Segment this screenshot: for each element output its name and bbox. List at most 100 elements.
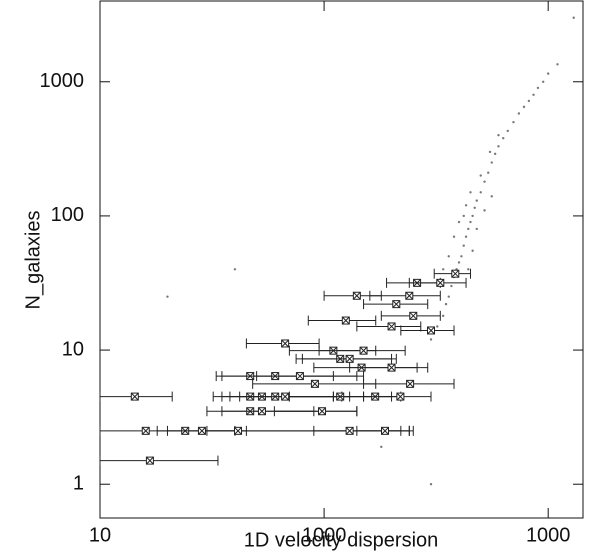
point bbox=[536, 86, 540, 90]
x-tick-label: 10 bbox=[89, 524, 111, 546]
marker-cross bbox=[436, 278, 445, 287]
point bbox=[532, 93, 535, 96]
marker bbox=[436, 278, 445, 287]
marker-cross bbox=[387, 322, 396, 331]
marker bbox=[387, 322, 396, 331]
y-tick-label: 1000 bbox=[40, 70, 85, 92]
x-tick-label: 1000 bbox=[302, 524, 347, 546]
marker-cross bbox=[258, 407, 266, 416]
point bbox=[166, 295, 169, 298]
point bbox=[471, 249, 474, 252]
marker-cross bbox=[451, 269, 460, 278]
point bbox=[447, 295, 450, 298]
point bbox=[541, 80, 545, 83]
error-bar bbox=[99, 455, 219, 466]
point bbox=[471, 214, 474, 218]
point bbox=[441, 268, 445, 271]
marker-cross bbox=[406, 379, 414, 388]
marker bbox=[318, 407, 327, 416]
error-bar bbox=[369, 290, 441, 301]
point bbox=[464, 235, 468, 238]
point bbox=[497, 145, 500, 148]
point bbox=[517, 112, 521, 115]
point bbox=[479, 174, 482, 177]
point bbox=[450, 284, 453, 288]
marker bbox=[345, 426, 354, 435]
y-axis-label: N_galaxies bbox=[22, 211, 44, 310]
marker bbox=[359, 346, 368, 355]
point bbox=[506, 129, 509, 133]
marker-cross bbox=[409, 311, 418, 320]
marker bbox=[141, 426, 150, 435]
marker-cross bbox=[281, 392, 289, 401]
point bbox=[429, 483, 433, 486]
marker-cross bbox=[352, 291, 361, 300]
marker bbox=[381, 426, 390, 435]
marker-cross bbox=[198, 426, 206, 435]
point bbox=[464, 204, 468, 207]
marker-cross bbox=[392, 300, 401, 308]
y-tick-label: 1 bbox=[73, 473, 84, 495]
marker bbox=[341, 316, 350, 325]
y-tick-label: 10 bbox=[62, 338, 84, 360]
plot-frame bbox=[99, 0, 584, 519]
marker-cross bbox=[427, 326, 435, 335]
point bbox=[475, 199, 478, 202]
x-axis-label: 1D velocity dispersion bbox=[244, 529, 439, 551]
point bbox=[512, 120, 515, 124]
point bbox=[457, 261, 461, 264]
point bbox=[475, 227, 478, 231]
marker bbox=[406, 379, 415, 388]
x-tick-label: 1000 bbox=[526, 524, 571, 546]
point bbox=[467, 227, 470, 231]
marker bbox=[257, 407, 266, 416]
point bbox=[462, 214, 465, 218]
point bbox=[444, 302, 448, 306]
marker bbox=[392, 300, 401, 309]
point bbox=[483, 180, 486, 183]
marker-cross bbox=[281, 339, 289, 348]
marker bbox=[409, 311, 418, 320]
marker bbox=[295, 372, 304, 381]
point bbox=[380, 445, 383, 449]
marker-cross bbox=[318, 407, 326, 416]
marker-cross bbox=[405, 291, 414, 300]
marker bbox=[345, 354, 354, 363]
marker-cross bbox=[141, 426, 150, 435]
point bbox=[462, 244, 465, 247]
point bbox=[546, 72, 550, 75]
point bbox=[429, 338, 433, 341]
point bbox=[502, 136, 505, 140]
marker-cross bbox=[345, 355, 354, 363]
marker bbox=[352, 291, 361, 300]
point bbox=[490, 195, 493, 198]
point bbox=[467, 268, 470, 271]
marker bbox=[281, 339, 290, 348]
point bbox=[490, 161, 493, 164]
marker bbox=[281, 392, 290, 401]
point bbox=[479, 191, 482, 194]
marker bbox=[405, 291, 414, 300]
marker bbox=[387, 363, 396, 372]
marker-cross bbox=[311, 379, 319, 388]
marker bbox=[145, 456, 154, 465]
point bbox=[527, 99, 531, 103]
point bbox=[457, 220, 461, 224]
y-tick-label: 100 bbox=[51, 204, 84, 226]
marker-cross bbox=[396, 392, 405, 401]
point bbox=[469, 191, 472, 194]
marker-cross bbox=[296, 372, 304, 380]
marker-cross bbox=[381, 426, 389, 435]
marker bbox=[427, 326, 436, 335]
marker bbox=[130, 392, 139, 401]
marker bbox=[310, 379, 319, 388]
point bbox=[473, 206, 476, 209]
point bbox=[483, 209, 486, 212]
marker-cross bbox=[234, 426, 242, 435]
point bbox=[452, 235, 456, 238]
point bbox=[556, 63, 559, 66]
point bbox=[488, 150, 492, 154]
marker bbox=[234, 426, 243, 435]
point bbox=[572, 16, 575, 19]
